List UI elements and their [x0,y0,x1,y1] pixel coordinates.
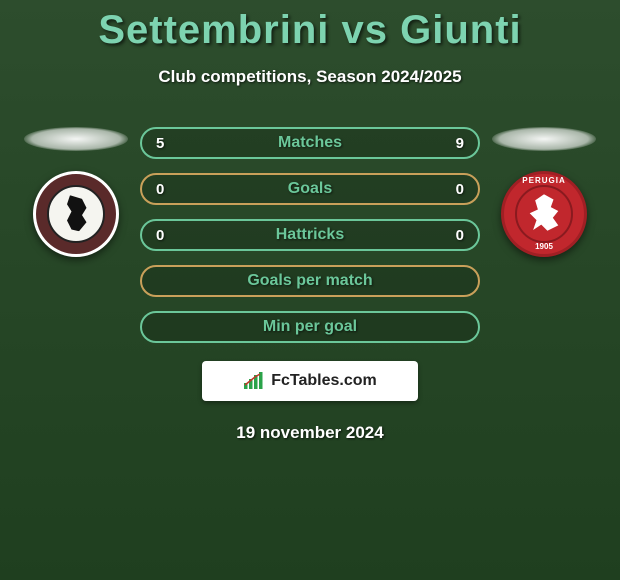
stat-left-value: 0 [156,221,164,249]
team-a-column [16,127,136,257]
stat-label: Goals [288,180,332,198]
stat-right-value: 9 [456,129,464,157]
stat-row: Min per goal [140,311,480,343]
bar-chart-icon [243,372,265,390]
griffin-icon [527,194,561,232]
stat-right-value: 0 [456,221,464,249]
stat-row: Goals per match [140,265,480,297]
team-a-crest [33,171,119,257]
horse-icon [61,195,91,231]
stat-label: Hattricks [276,226,344,244]
team-b-crest: PERUGIA 1905 [501,171,587,257]
page-title: Settembrini vs Giunti [98,8,521,53]
spotlight-left [24,127,128,151]
fctables-label: FcTables.com [271,372,377,390]
team-b-column: PERUGIA 1905 [484,127,604,257]
stat-row: 5 Matches 9 [140,127,480,159]
comparison-widget: Settembrini vs Giunti Club competitions,… [0,0,620,443]
fctables-badge[interactable]: FcTables.com [202,361,418,401]
stats-column: 5 Matches 9 0 Goals 0 0 Hattricks 0 Goals per mat… [136,127,484,343]
stat-left-value: 5 [156,129,164,157]
subtitle: Club competitions, Season 2024/2025 [158,67,461,87]
stat-left-value: 0 [156,175,164,203]
date: 19 november 2024 [236,423,383,443]
stat-label: Matches [278,134,342,152]
stat-label: Min per goal [263,318,357,336]
stat-label: Goals per match [247,272,372,290]
team-b-year: 1905 [504,242,584,251]
stat-row: 0 Hattricks 0 [140,219,480,251]
stat-right-value: 0 [456,175,464,203]
team-b-crest-inner [515,185,573,243]
stat-row: 0 Goals 0 [140,173,480,205]
middle-row: 5 Matches 9 0 Goals 0 0 Hattricks 0 Goals per mat… [0,127,620,343]
spotlight-right [492,127,596,151]
team-a-crest-inner [47,185,105,243]
